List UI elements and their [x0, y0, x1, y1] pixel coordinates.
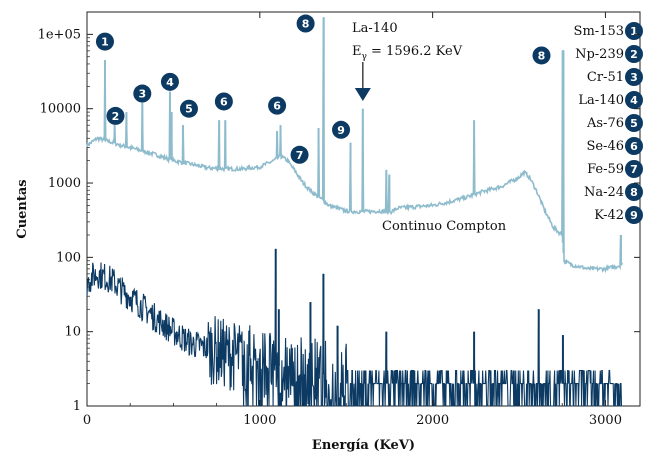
peak-badge-1-circle — [106, 106, 125, 125]
x-tick-label: 2000 — [416, 413, 449, 428]
peak-badge-10-circle — [532, 46, 551, 65]
peak-badge-1-number: 2 — [112, 110, 120, 123]
peak-badge-4-number: 5 — [185, 103, 193, 116]
legend-badge-2-circle — [625, 68, 643, 86]
legend-bg-6 — [572, 159, 622, 177]
peak-badge-5-circle — [214, 92, 233, 111]
y-tick-label: 1000 — [48, 176, 81, 191]
legend-label-0: Sm-153 — [574, 24, 624, 39]
y-tick-label: 1 — [73, 399, 81, 414]
legend-badge-8-circle — [625, 206, 643, 224]
peak-badge-group: 1 2 3 4 5 6 6 7 8 9 8 — [95, 14, 551, 164]
peak-badge-3-number: 4 — [166, 76, 174, 89]
y-tick-label: 10000 — [40, 102, 81, 117]
x-axis-title: Energía (KeV) — [312, 438, 415, 453]
legend-label-4: As-76 — [586, 116, 624, 131]
peak-badge-7-number: 7 — [296, 149, 304, 162]
lower-spectrum-line — [86, 248, 623, 407]
annotation-group: Continuo Compton La-140 Eγ = 1596.2 KeV — [352, 21, 507, 234]
peak-badge-7-circle — [290, 145, 309, 164]
legend-bg-0 — [572, 21, 622, 39]
legend: Sm-153 1 Np-239 2 Cr-51 3 La-140 4 As-76 5 Se-46 6F… — [572, 21, 643, 224]
legend-label-8: K-42 — [594, 208, 624, 223]
compton-label: Continuo Compton — [382, 219, 507, 234]
peak-badge-0-number: 1 — [101, 36, 109, 49]
legend-bg-8 — [572, 205, 622, 223]
peak-badge-9-circle — [332, 120, 351, 139]
legend-badge-2-number: 3 — [630, 71, 638, 84]
x-tick-label: 1000 — [243, 413, 276, 428]
y-tick-label: 10 — [64, 325, 81, 340]
x-tick-label: 0 — [83, 413, 91, 428]
legend-label-2: Cr-51 — [587, 70, 624, 85]
peak-badge-6-circle — [268, 96, 287, 115]
y-tick-label: 100 — [56, 250, 81, 265]
energy-symbol: E — [352, 44, 362, 59]
peak-badge-10-number: 8 — [538, 49, 546, 62]
legend-badge-7-circle — [625, 183, 643, 201]
legend-badge-5-number: 6 — [630, 140, 638, 153]
legend-badge-4-circle — [625, 114, 643, 132]
la140-energy-label: Eγ = 1596.2 KeV — [352, 44, 463, 62]
legend-bg-3 — [572, 90, 622, 108]
legend-badge-0-number: 1 — [630, 25, 638, 38]
peak-badge-4-circle — [179, 99, 198, 118]
y-axis-title: Cuentas — [15, 179, 30, 238]
la140-arrow-head — [354, 88, 371, 101]
legend-badge-4-number: 5 — [630, 117, 638, 130]
legend-badge-7-number: 8 — [630, 186, 638, 199]
legend-bg-7 — [572, 182, 622, 200]
upper-spectrum-line — [86, 17, 624, 274]
legend-badge-3-circle — [625, 91, 643, 109]
legend-bg-1 — [572, 44, 622, 62]
energy-subscript: γ — [362, 52, 367, 62]
energy-value: = 1596.2 KeV — [367, 44, 463, 59]
x-tick-label: 3000 — [589, 413, 622, 428]
legend-badge-1-circle — [625, 45, 643, 63]
peak-badge-9-number: 9 — [337, 124, 345, 137]
peak-badge-8-number: 8 — [302, 18, 310, 31]
legend-label-6: Fe-59 — [587, 162, 624, 177]
legend-label-5: Se-46 — [586, 139, 624, 154]
la140-label: La-140 — [352, 21, 398, 36]
legend-badge-0-circle — [625, 22, 643, 40]
legend-bg-2 — [572, 67, 622, 85]
legend-label-3: La-140 — [578, 93, 624, 108]
peak-badge-0-circle — [95, 32, 114, 51]
axes: 0 1000 2000 3000 1 10 100 1000 10000 1e+05 Energía… — [15, 12, 640, 453]
y-tick-label: 1e+05 — [38, 27, 81, 42]
legend-badge-5-circle — [625, 137, 643, 155]
legend-label-1: Np-239 — [575, 47, 624, 62]
peak-badge-6-number: 6 — [273, 100, 281, 113]
peak-badge-2-circle — [133, 84, 152, 103]
peak-badge-3-circle — [160, 72, 179, 91]
legend-badge-3-number: 4 — [630, 94, 638, 107]
legend-badge-6-circle — [625, 160, 643, 178]
legend-bg-4 — [572, 113, 622, 131]
peak-badge-5-number: 6 — [220, 95, 228, 108]
series-group — [86, 17, 624, 407]
peak-badge-8-circle — [296, 14, 315, 33]
legend-badge-1-number: 2 — [630, 48, 638, 61]
legend-bg-5 — [572, 136, 622, 154]
legend-badge-6-number: 7 — [630, 163, 638, 176]
legend-badge-8-number: 9 — [630, 209, 638, 222]
peak-badge-2-number: 3 — [138, 88, 146, 101]
legend-label-7: Na-24 — [584, 185, 624, 200]
